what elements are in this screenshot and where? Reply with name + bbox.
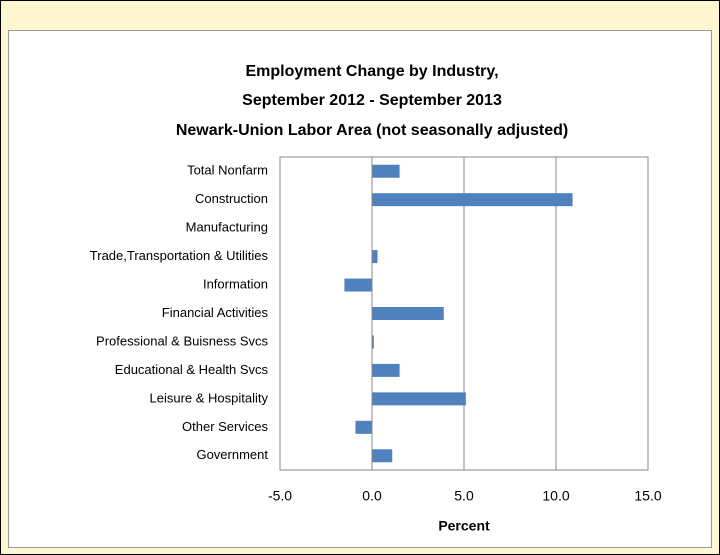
- y-tick-label: Financial Activities: [162, 305, 269, 320]
- y-tick-label: Trade,Transportation & Utilities: [90, 248, 269, 263]
- y-tick-label: Construction: [195, 191, 268, 206]
- y-tick-label: Government: [196, 447, 268, 462]
- bar: [372, 335, 374, 349]
- x-tick-label: 0.0: [362, 488, 382, 504]
- chart-title: Employment Change by Industry,: [245, 63, 498, 80]
- bar: [372, 307, 444, 320]
- x-tick-label: 5.0: [454, 488, 474, 504]
- y-tick-label: Information: [203, 276, 268, 291]
- y-tick-label: Leisure & Hospitality: [150, 390, 269, 405]
- y-tick-label: Educational & Health Svcs: [115, 362, 269, 377]
- x-tick-label: 15.0: [634, 488, 661, 504]
- chart-title: Newark-Union Labor Area (not seasonally …: [176, 122, 568, 139]
- x-tick-label: -5.0: [268, 488, 292, 504]
- bar: [355, 420, 372, 434]
- x-axis-label: Percent: [438, 518, 490, 534]
- chart-title: September 2012 - September 2013: [242, 92, 502, 109]
- y-tick-label: Total Nonfarm: [187, 163, 268, 178]
- bar: [372, 193, 573, 207]
- bar: [344, 278, 372, 292]
- bar: [372, 392, 466, 406]
- y-tick-label: Professional & Buisness Svcs: [96, 333, 268, 348]
- y-tick-label: Manufacturing: [186, 220, 268, 235]
- bar: [372, 250, 378, 264]
- bar: [372, 164, 400, 178]
- y-tick-label: Other Services: [182, 419, 268, 434]
- bar: [372, 449, 393, 463]
- bar: [372, 363, 400, 377]
- x-tick-label: 10.0: [542, 488, 569, 504]
